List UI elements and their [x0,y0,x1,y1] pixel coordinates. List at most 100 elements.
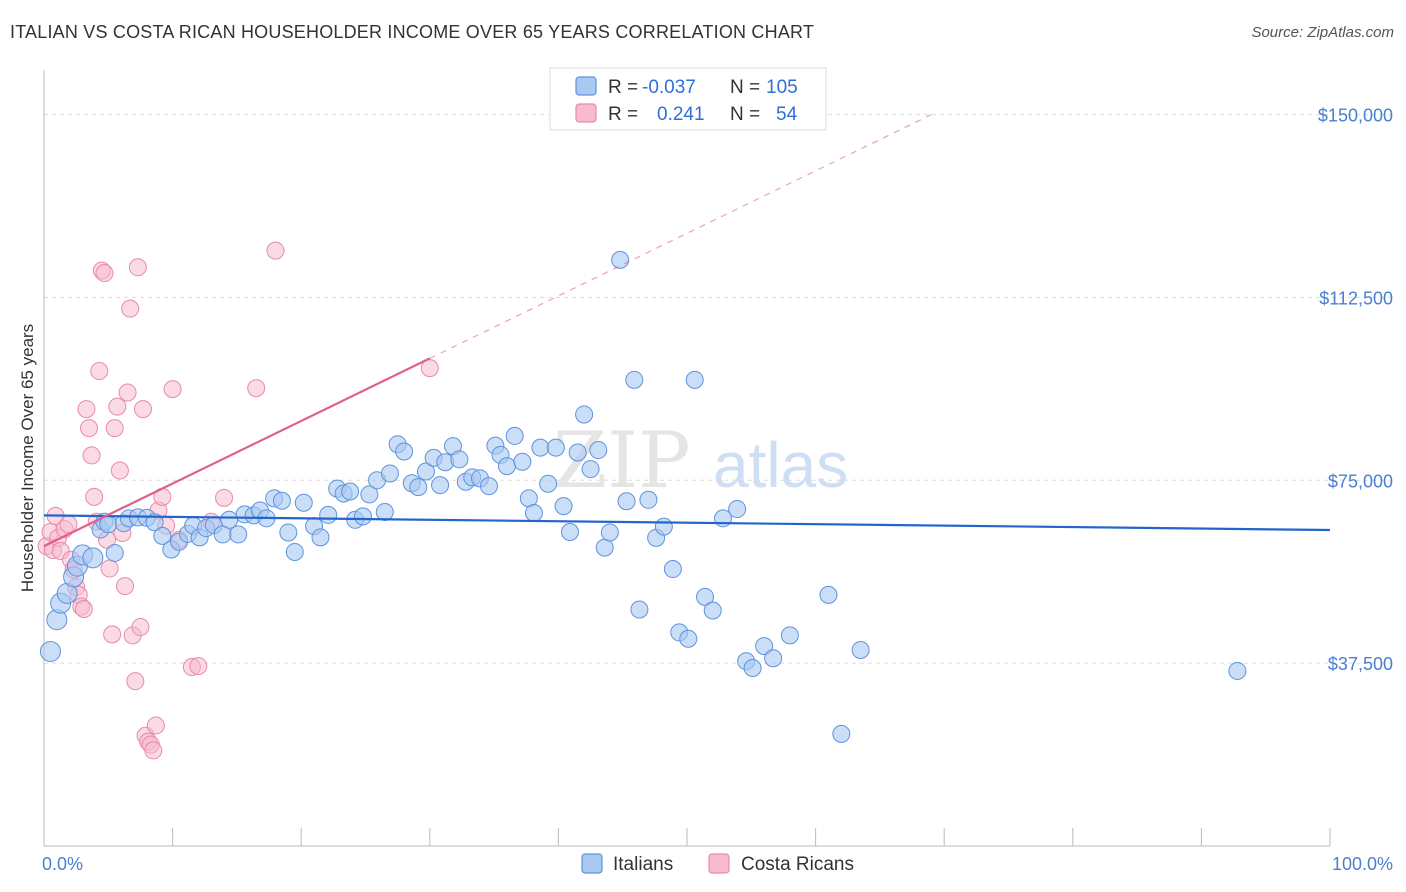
italians-trend-line [43,514,1331,532]
legend-n-value-costa-ricans: 54 [776,104,798,125]
legend-swatch-italians [575,76,597,96]
italians-point [728,500,747,519]
costa-ricans-point [266,241,285,260]
italians-point [375,502,394,521]
italians-point [819,585,838,604]
italians-point [539,474,558,493]
y-tick-label: $75,000 [1328,471,1393,491]
italians-point [294,493,313,512]
legend-n-label-costa-ricans: N = [730,104,760,125]
italians-point [780,626,799,645]
x-tick-label-start: 0.0% [42,854,83,874]
italians-point [311,528,330,547]
costa-ricans-trend-line [43,357,431,548]
legend: R = -0.037 N = 105 R = 0.241 N = 54 [549,67,827,131]
italians-point [764,649,783,668]
italians-point [639,490,658,509]
costa-ricans-point [85,487,104,506]
legend-r-value-costa-ricans: 0.241 [657,104,705,125]
axes [43,70,1331,847]
costa-ricans-point [420,359,439,378]
costa-ricans-point [118,383,137,402]
costa-ricans-trend-extension [429,114,932,359]
costa-ricans-point [103,625,122,644]
italians-point [353,507,372,526]
italians-point [1228,661,1247,680]
costa-ricans-point [82,446,101,465]
bottom-legend-swatch-costa-ricans [708,853,730,874]
bottom-legend-swatch-italians [581,853,603,874]
italians-point [696,587,715,606]
italians-point [531,438,550,457]
chart-source: Source: ZipAtlas.com [1251,24,1394,41]
italians-point [595,538,614,557]
italians-point [395,442,414,461]
italians-point [409,478,428,497]
legend-n-value-italians: 105 [766,77,798,98]
costa-ricans-point [163,380,182,399]
watermark: ZIP atlas [553,416,848,506]
italians-point [497,457,516,476]
costa-ricans-point [144,741,163,760]
costa-ricans-point [126,672,145,691]
italians-point [679,629,698,648]
italians-point [832,724,851,743]
legend-swatch-costa-ricans [575,103,597,123]
italians-point [663,560,682,579]
italians-point [416,462,435,481]
costa-ricans-point [80,419,99,438]
italians-point [685,370,704,389]
costa-ricans-point [116,577,135,596]
costa-ricans-point [77,400,96,419]
costa-ricans-points [37,241,439,760]
italians-point [82,547,104,569]
italians-point [505,426,524,445]
y-tick-label: $112,500 [1319,288,1393,308]
trend-lines [43,114,1331,548]
italians-point [755,637,774,656]
legend-r-label-italians: R = [608,77,638,98]
y-axis-title: Householder Income Over 65 years [18,324,37,592]
italians-point [319,505,338,524]
italians-point [630,600,649,619]
costa-ricans-point [134,400,153,419]
bottom-legend: Italians Costa Ricans [581,853,854,875]
costa-ricans-point [110,461,129,480]
costa-ricans-point [100,559,119,578]
costa-ricans-point [108,397,127,416]
italians-point [380,464,399,483]
italians-point [431,476,450,495]
costa-ricans-point [74,600,93,619]
costa-ricans-point [95,264,114,283]
italians-points [39,250,1247,743]
watermark-zip: ZIP [553,416,691,506]
italians-point [279,523,298,542]
costa-ricans-point [247,379,266,398]
italians-point [220,510,239,529]
italians-point [589,441,608,460]
legend-r-value-italians: -0.037 [642,77,696,98]
costa-ricans-point [189,657,208,676]
italians-point [105,543,124,562]
bottom-legend-label-italians: Italians [613,854,673,875]
italians-point [513,452,532,471]
italians-point [617,492,636,511]
italians-point [560,522,579,541]
italians-point [568,443,587,462]
italians-point [625,370,644,389]
italians-point [341,482,360,501]
chart-title: ITALIAN VS COSTA RICAN HOUSEHOLDER INCOM… [10,22,815,42]
italians-point [360,485,379,504]
italians-point [575,405,594,424]
costa-ricans-point [215,488,234,507]
legend-r-label-costa-ricans: R = [608,104,638,125]
italians-point [145,513,164,532]
watermark-atlas: atlas [713,429,848,501]
costa-ricans-point [128,258,147,277]
tick-labels: $37,500 $75,000 $112,500 $150,000 0.0% 100.0% [42,106,1393,874]
costa-ricans-point [131,618,150,637]
italians-point [153,526,172,545]
italians-point [600,523,619,542]
bottom-legend-label-costa-ricans: Costa Ricans [741,854,854,875]
